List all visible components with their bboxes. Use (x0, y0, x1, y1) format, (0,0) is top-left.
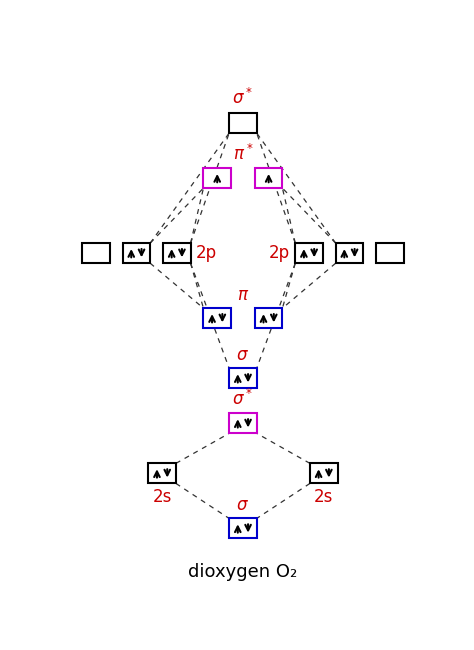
Bar (255, 168, 283, 188)
Bar (163, 243, 191, 263)
Bar (255, 308, 283, 328)
Text: 2p: 2p (269, 244, 290, 262)
Bar (229, 413, 257, 434)
Text: $\sigma^*$: $\sigma^*$ (232, 389, 254, 410)
Text: dioxygen O₂: dioxygen O₂ (188, 564, 298, 582)
Bar (82, 243, 110, 263)
Bar (295, 243, 323, 263)
Bar (229, 369, 257, 388)
Bar (376, 243, 404, 263)
Text: $\pi^*$: $\pi^*$ (233, 144, 253, 164)
Bar (229, 519, 257, 538)
Bar (336, 243, 363, 263)
Text: 2s: 2s (314, 488, 333, 506)
Bar (123, 243, 150, 263)
Text: $\pi$: $\pi$ (237, 286, 249, 304)
Text: 2p: 2p (196, 244, 217, 262)
Bar (203, 168, 231, 188)
Bar (310, 463, 337, 484)
Text: $\sigma^*$: $\sigma^*$ (232, 88, 254, 108)
Bar (148, 463, 176, 484)
Text: $\sigma$: $\sigma$ (237, 346, 249, 364)
Bar (229, 113, 257, 133)
Bar (203, 308, 231, 328)
Text: 2s: 2s (153, 488, 172, 506)
Text: $\sigma$: $\sigma$ (237, 497, 249, 514)
